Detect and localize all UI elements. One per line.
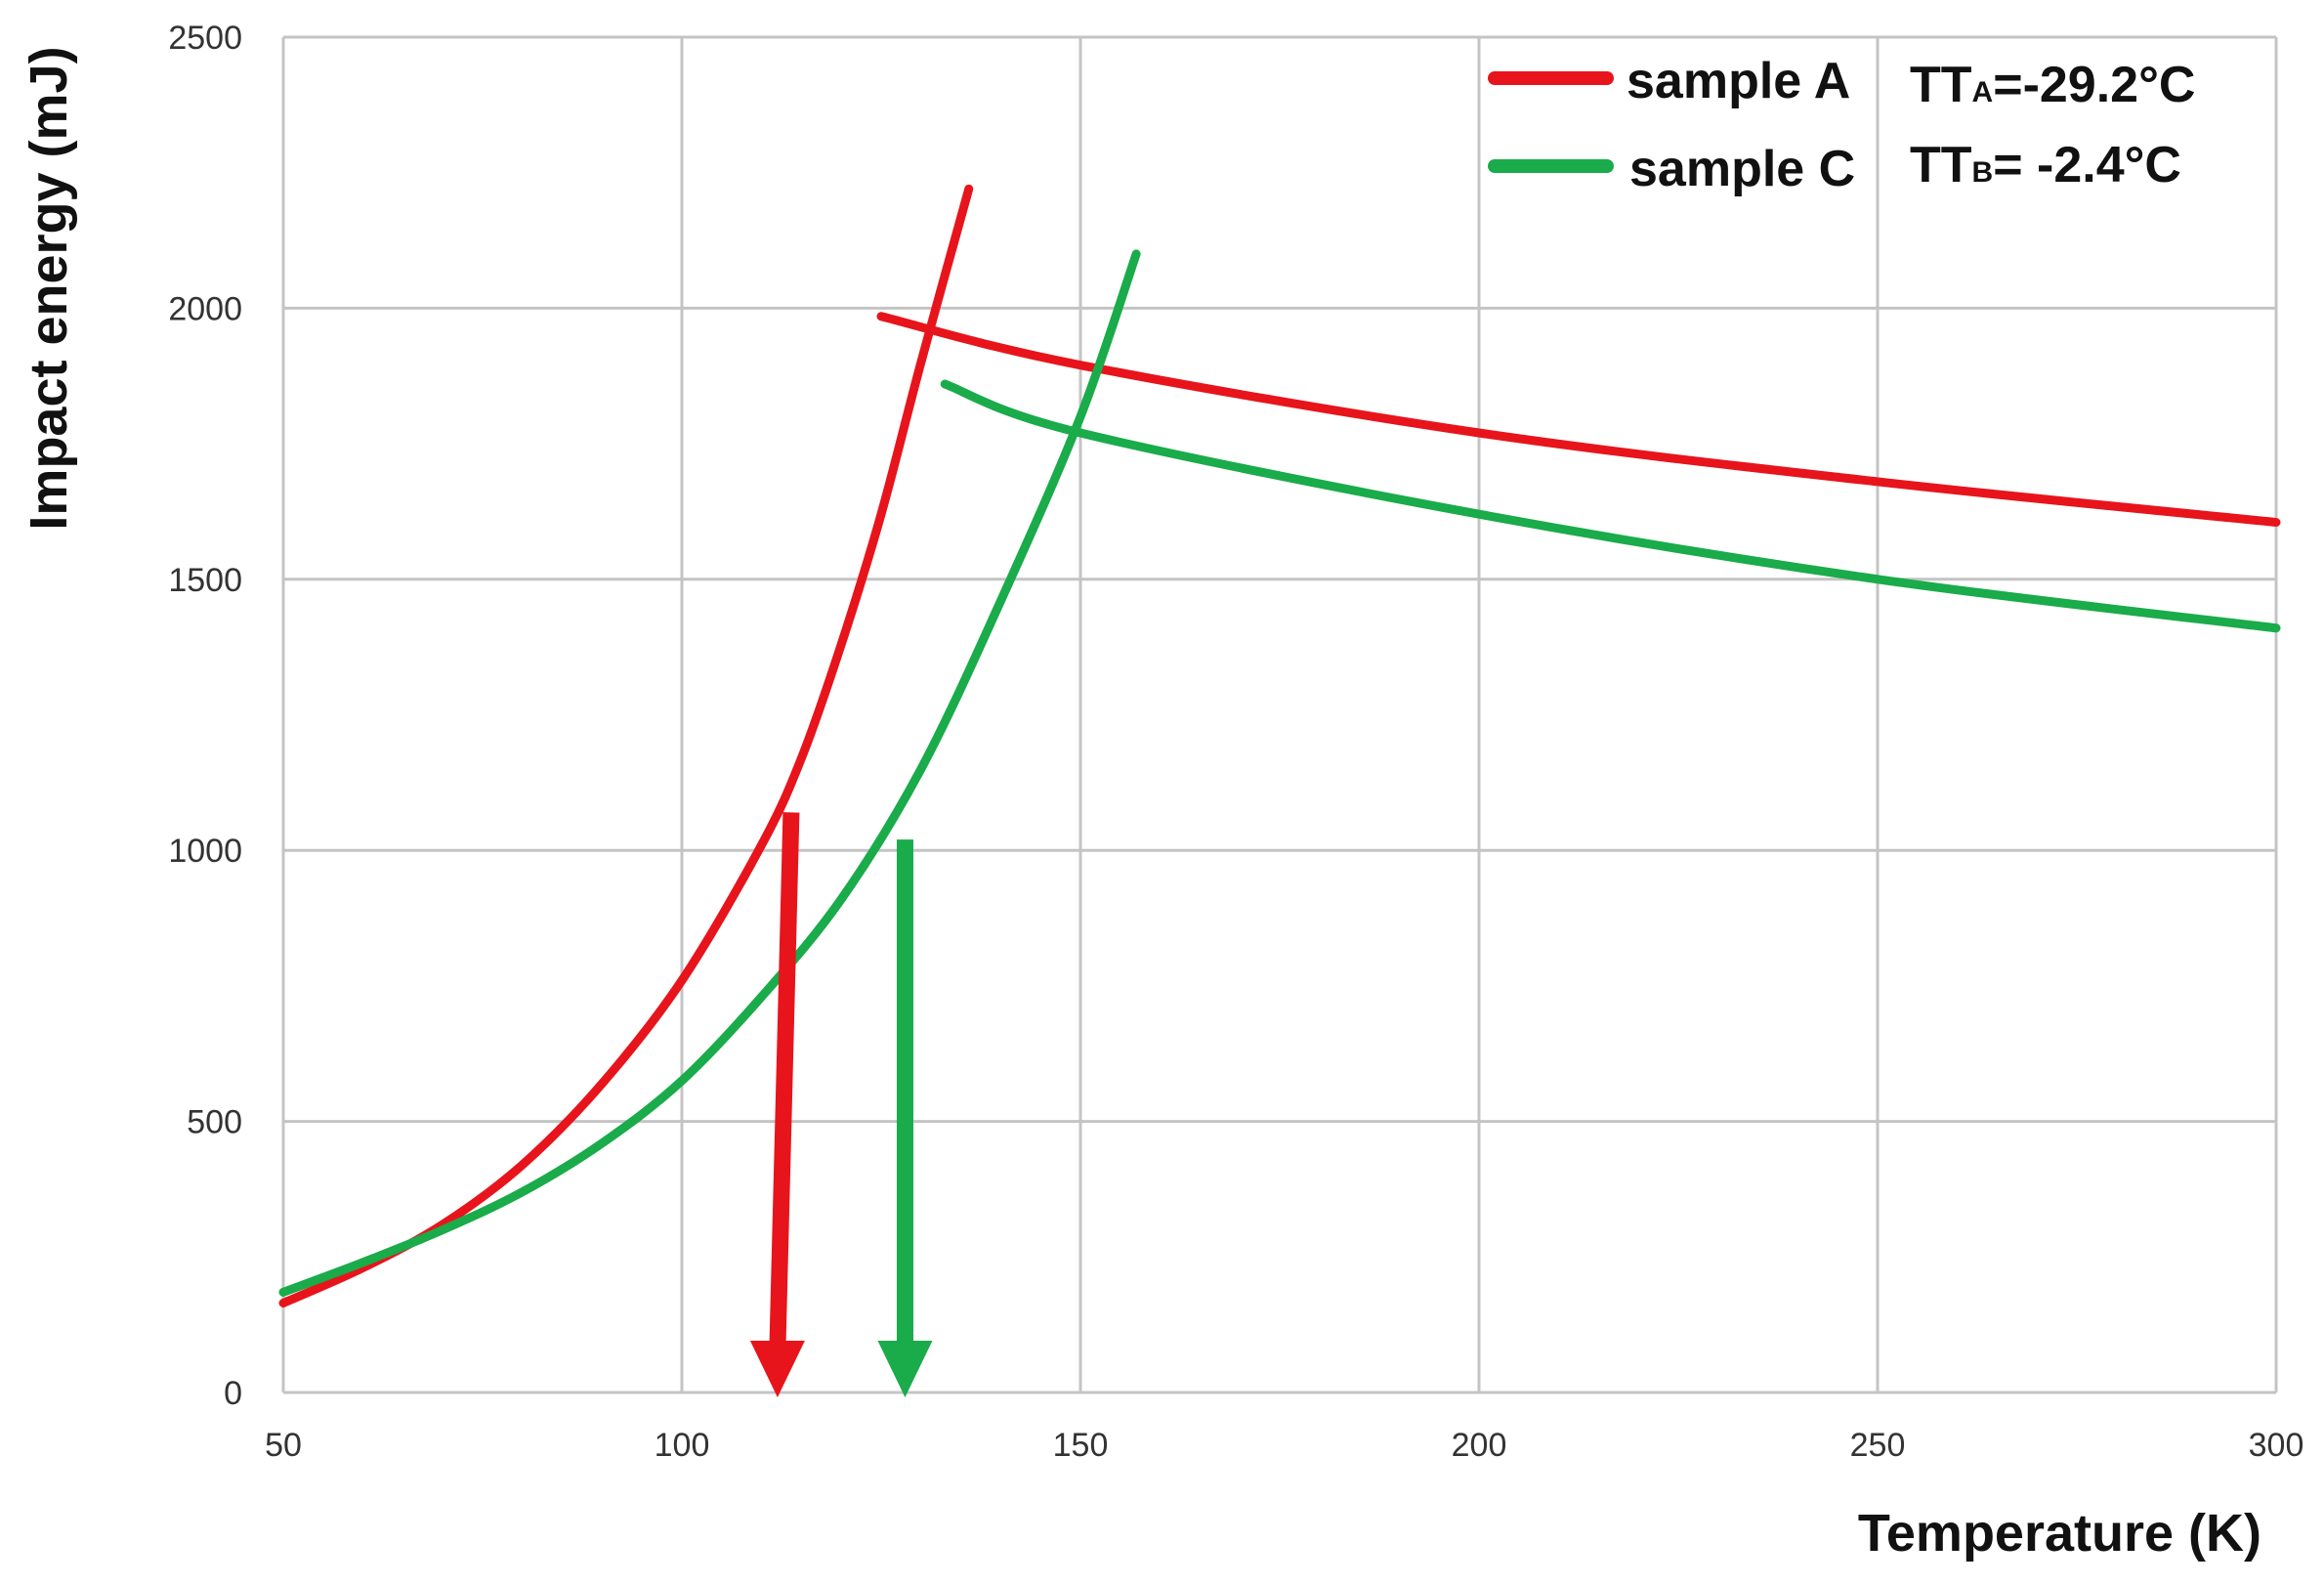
sample-a-arrow-head — [749, 1341, 805, 1397]
annotation-main-a: TT — [1910, 57, 1972, 113]
transition-arrows — [749, 812, 933, 1397]
sample-a-arrow-shaft — [769, 812, 800, 1349]
y-tick-labels: 0 500 1000 1500 2000 2500 — [168, 20, 242, 1412]
sample-c-upper-shelf-line — [940, 379, 2281, 633]
y-tick-label-0: 0 — [224, 1375, 242, 1412]
legend-annotation-sample-a: TTA=-29.2°C — [1910, 57, 2195, 113]
legend-label-sample-c: sample C — [1629, 141, 1855, 197]
x-tick-label-1: 100 — [655, 1427, 710, 1464]
x-tick-label-5: 300 — [2249, 1427, 2304, 1464]
grid-lines — [281, 35, 2278, 1394]
annotation-value-b: = -2.4°C — [1993, 137, 2181, 193]
y-axis-title: Impact energy (mJ) — [20, 46, 78, 530]
annotation-value-a: =-29.2°C — [1993, 57, 2195, 113]
sample-c-arrow-head — [877, 1341, 933, 1397]
legend: sample A TTA=-29.2°C sample C TTB= -2.4°… — [1488, 53, 2195, 197]
legend-annotation-sample-c: TTB= -2.4°C — [1910, 137, 2181, 193]
sample-c-lower-shelf-line — [278, 249, 1141, 1297]
sample-a-lower-shelf-line — [278, 184, 974, 1307]
annotation-sub-a: A — [1972, 76, 1994, 108]
y-tick-label-2: 1000 — [168, 833, 242, 870]
legend-label-sample-a: sample A — [1627, 53, 1850, 109]
sample-a-upper-shelf-line — [876, 312, 2281, 528]
y-tick-label-1: 500 — [187, 1104, 242, 1141]
x-tick-label-0: 50 — [265, 1427, 302, 1464]
x-tick-labels: 50 100 150 200 250 300 — [265, 1427, 2303, 1464]
data-series — [278, 184, 2281, 1307]
annotation-sub-b: B — [1972, 156, 1994, 189]
y-tick-label-3: 1500 — [168, 562, 242, 599]
annotation-main-b: TT — [1910, 137, 1972, 193]
x-tick-label-2: 150 — [1053, 1427, 1109, 1464]
y-tick-label-4: 2000 — [168, 290, 242, 327]
x-tick-label-3: 200 — [1452, 1427, 1507, 1464]
x-axis-title: Temperature (K) — [1858, 1504, 2261, 1563]
x-tick-label-4: 250 — [1850, 1427, 1906, 1464]
y-tick-label-5: 2500 — [168, 20, 242, 57]
